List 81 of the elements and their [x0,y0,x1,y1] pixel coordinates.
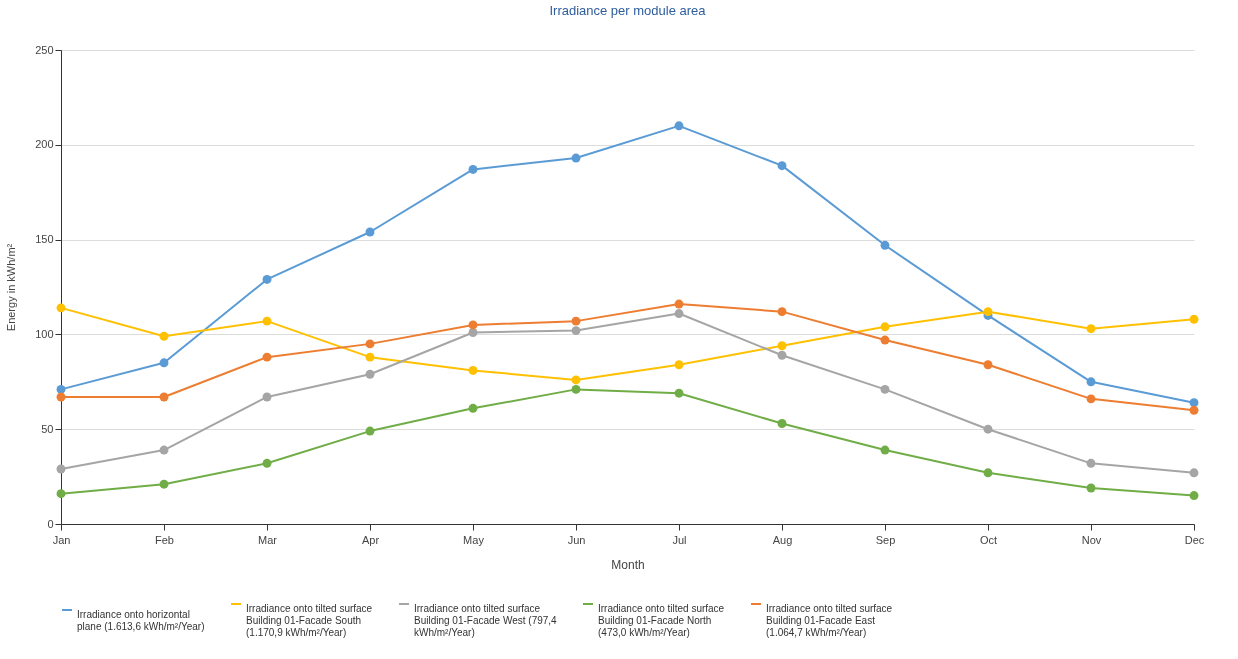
point [1189,491,1199,501]
y-tick-label: 0 [47,517,54,530]
point [674,299,684,309]
point [468,403,478,413]
point [262,392,272,402]
x-tick-label: Dec [1184,533,1205,546]
point [56,464,66,474]
point [468,164,478,174]
point [159,392,169,402]
y-tick-label: 250 [35,43,54,56]
x-tick-label: Sep [875,533,896,546]
x-tick-label: Jan [52,533,71,546]
x-tick-label: Feb [155,533,174,546]
point [262,316,272,326]
legend-label: Irradiance onto tilted surface Building 01-Facade North (473,0 kWh/m²/Year) [598,603,725,638]
x-tick-label: Nov [1081,533,1102,546]
point [1086,458,1096,468]
point [674,360,684,370]
point [674,388,684,398]
x-tick-label: Jun [567,533,586,546]
point [56,303,66,313]
legend-label: Irradiance onto horizontal plane (1.613,6 kWh/m²/Year) [77,609,205,632]
point [983,424,993,434]
point [1086,394,1096,404]
point [56,489,66,499]
point [1086,324,1096,334]
point [777,350,787,360]
x-axis-title: Month [611,557,645,572]
point [56,392,66,402]
x-tick-label: Mar [258,533,278,546]
point [880,445,890,455]
point [1189,468,1199,478]
point [1086,377,1096,387]
point [777,419,787,428]
legend-label: Irradiance onto tilted surface Building 01-Facade South (1.170,9 kWh/m²/Year) [246,603,373,638]
point [1189,314,1199,324]
point [880,240,890,250]
point [880,384,890,394]
point [365,352,375,362]
point [159,331,169,341]
point [262,274,272,284]
x-tick-label: Aug [772,533,793,546]
legend-label: Irradiance onto tilted surface Building 01-Facade West (797,4 kWh/m²/Year) [414,603,558,638]
y-tick-label: 200 [35,138,54,151]
point [365,369,375,379]
point [571,384,581,394]
point [571,375,581,385]
point [777,341,787,351]
y-tick-label: 150 [35,233,54,246]
point [777,307,787,317]
point [365,339,375,349]
point [571,326,581,336]
y-tick-label: 50 [41,422,54,435]
point [571,316,581,326]
x-tick-label: Apr [361,533,380,546]
point [983,360,993,370]
point [159,445,169,455]
point [571,153,581,163]
point [674,121,684,131]
point [777,161,787,171]
point [880,335,890,345]
point [880,322,890,332]
point [159,479,169,489]
point [674,309,684,319]
point [159,358,169,368]
y-axis-title: Energy in kWh/m² [5,243,18,332]
point [262,458,272,468]
point [262,352,272,362]
x-tick-label: May [463,533,485,546]
point [365,426,375,436]
point [365,227,375,237]
legend-label: Irradiance onto tilted surface Building 01-Facade East (1.064,7 kWh/m²/Year) [766,603,893,638]
point [1189,405,1199,415]
point [983,468,993,478]
x-tick-label: Jul [672,533,687,546]
point [1086,483,1096,493]
y-tick-label: 100 [35,327,54,340]
x-tick-label: Oct [979,533,998,546]
point [468,320,478,330]
point [468,365,478,375]
chart-title: Irradiance per module area [549,3,707,18]
